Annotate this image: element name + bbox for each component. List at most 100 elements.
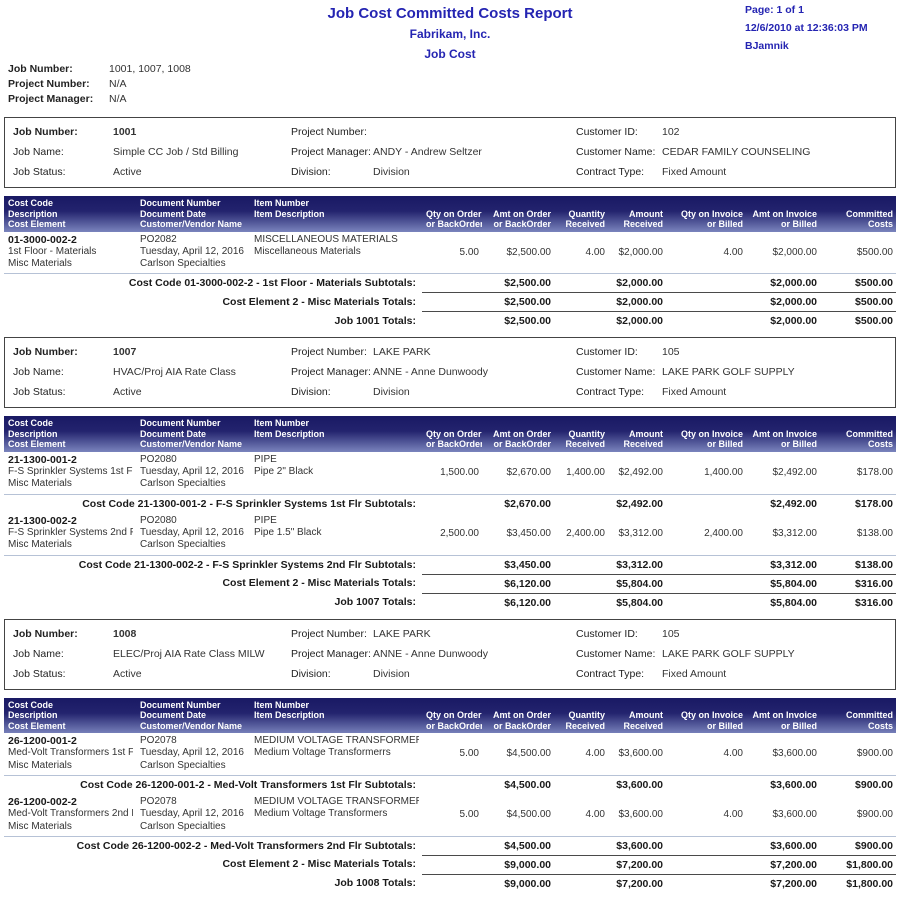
total-committed-value: $316.00 <box>820 592 896 612</box>
item-number: PIPE <box>254 514 277 526</box>
amt-order-value: $4,500.00 <box>482 733 554 777</box>
col-header-line: Document Number <box>140 198 221 208</box>
vendor-name: Carlson Specialties <box>140 478 226 490</box>
col-header-line: Qty on Order <box>426 710 482 721</box>
col-header-qty-received: Quantity Received <box>554 196 608 232</box>
document-number: PO2078 <box>140 796 177 808</box>
total-row: Cost Code 26-1200-001-2 - Med-Volt Trans… <box>4 775 896 795</box>
col-header-line: Item Number <box>254 699 310 710</box>
col-header-amt-order: Amt on Order or BackOrder <box>482 196 554 232</box>
cost-description: F-S Sprinkler Systems 2nd Flr <box>8 527 133 539</box>
item-cell: PIPE Pipe 1.5" Black <box>250 512 422 556</box>
document-number: PO2080 <box>140 453 177 465</box>
total-row: Cost Code 01-3000-002-2 - 1st Floor - Ma… <box>4 273 896 293</box>
job-name-label: Job Name: <box>13 146 64 158</box>
total-qty-invoice-value <box>666 854 746 875</box>
col-header-line: or Billed <box>706 439 743 450</box>
total-qty-received-value <box>554 311 608 331</box>
total-amt-invoice-value: $7,200.00 <box>746 854 820 875</box>
customer-name-label: Customer Name: <box>576 366 656 379</box>
item-number: MEDIUM VOLTAGE TRANSFORMERS <box>254 735 419 747</box>
criteria-label: Project Manager: <box>8 93 94 105</box>
total-qty-received-value <box>554 554 608 575</box>
vendor-name: Carlson Specialties <box>140 539 226 551</box>
division-value: Division <box>373 386 410 399</box>
project-manager-value: ANDY - Andrew Seltzer <box>373 146 482 158</box>
qty-received-value: 1,400.00 <box>554 451 608 495</box>
col-header-qty-invoice: Qty on Invoice or Billed <box>666 196 746 232</box>
total-amt-invoice-value: $3,600.00 <box>746 835 820 856</box>
project-number-value <box>373 126 576 138</box>
document-date: Tuesday, April 12, 2016 <box>140 747 244 759</box>
total-qty-invoice-value <box>666 835 746 856</box>
job-status-value: Active <box>113 386 142 399</box>
vendor-name: Carlson Specialties <box>140 258 226 270</box>
total-label: Cost Element 2 - Misc Materials Totals: <box>222 577 416 590</box>
col-header-line: Customer/Vendor Name <box>140 439 243 450</box>
total-qty-order-value <box>422 873 482 893</box>
total-qty-received-value <box>554 493 608 513</box>
total-committed-value: $178.00 <box>820 493 896 513</box>
col-header-line: Costs <box>867 720 893 731</box>
qty-received-value: 4.00 <box>554 231 608 275</box>
col-header-line: Quantity <box>568 428 605 439</box>
col-header-line: Costs <box>867 219 893 229</box>
col-header-document: Document Number Document Date Customer/Ven… <box>136 698 250 734</box>
committed-value: $500.00 <box>820 231 896 275</box>
col-header-line: Amount <box>629 428 663 439</box>
report-subtitle: Job Cost <box>424 47 476 61</box>
document-date: Tuesday, April 12, 2016 <box>140 245 244 257</box>
job-status-value: Active <box>113 166 142 178</box>
total-label: Cost Code 21-1300-001-2 - F-S Sprinkler … <box>82 497 416 510</box>
total-amt-received-value: $3,312.00 <box>608 554 666 575</box>
detail-row: 21-1300-001-2 F-S Sprinkler Systems 1st F… <box>4 451 896 495</box>
col-header-qty-received: Quantity Received <box>554 698 608 734</box>
total-committed-value: $1,800.00 <box>820 873 896 893</box>
qty-invoice-value: 1,400.00 <box>666 451 746 495</box>
col-header-line: Received <box>623 439 663 450</box>
item-number: MISCELLANEOUS MATERIALS <box>254 233 398 245</box>
customer-id-label: Customer ID: <box>576 346 638 359</box>
criteria-label: Job Number: <box>8 63 73 75</box>
cost-element: Misc Materials <box>8 820 72 832</box>
col-header-item: Item Number Item Description <box>250 698 422 734</box>
col-header-line: Cost Element <box>8 219 66 229</box>
col-header-line: Received <box>565 219 605 229</box>
total-amt-invoice-value: $3,312.00 <box>746 554 820 575</box>
project-number-value: LAKE PARK <box>373 346 431 359</box>
total-amt-invoice-value: $7,200.00 <box>746 873 820 893</box>
cost-code: 21-1300-002-2 <box>8 514 77 527</box>
col-header-line: or BackOrder <box>426 219 482 229</box>
col-header-line: Item Description <box>254 428 325 439</box>
col-header-line: or Billed <box>780 439 817 450</box>
detail-row: 21-1300-002-2 F-S Sprinkler Systems 2nd F… <box>4 512 896 556</box>
total-qty-received-value <box>554 573 608 594</box>
total-qty-order-value <box>422 292 482 312</box>
project-manager-label: Project Manager: <box>291 366 371 379</box>
amt-invoice-value: $3,600.00 <box>746 794 820 837</box>
job-name-value: Simple CC Job / Std Billing <box>113 146 239 158</box>
qty-invoice-value: 4.00 <box>666 231 746 275</box>
cost-element: Misc Materials <box>8 258 72 270</box>
item-description: Medium Voltage Transformers <box>254 808 388 820</box>
job-number-value: 1008 <box>113 627 137 640</box>
total-committed-value: $1,800.00 <box>820 854 896 875</box>
customer-id-label: Customer ID: <box>576 126 638 138</box>
col-header-document: Document Number Document Date Customer/Ven… <box>136 196 250 232</box>
total-qty-invoice-value <box>666 873 746 893</box>
amt-order-value: $4,500.00 <box>482 794 554 837</box>
col-header-line: or Billed <box>706 219 743 229</box>
document-number: PO2082 <box>140 233 177 245</box>
criteria-value: N/A <box>109 93 127 105</box>
committed-value: $138.00 <box>820 512 896 556</box>
vendor-name: Carlson Specialties <box>140 759 226 771</box>
col-header-line: Description <box>8 710 58 721</box>
item-cell: PIPE Pipe 2" Black <box>250 451 422 495</box>
item-number: PIPE <box>254 453 277 465</box>
amt-order-value: $3,450.00 <box>482 512 554 556</box>
total-committed-value: $900.00 <box>820 775 896 795</box>
col-header-qty-order: Qty on Order or BackOrder <box>422 416 482 452</box>
total-committed-value: $316.00 <box>820 573 896 594</box>
qty-order-value: 5.00 <box>422 794 482 837</box>
total-amt-invoice-value: $5,804.00 <box>746 573 820 594</box>
